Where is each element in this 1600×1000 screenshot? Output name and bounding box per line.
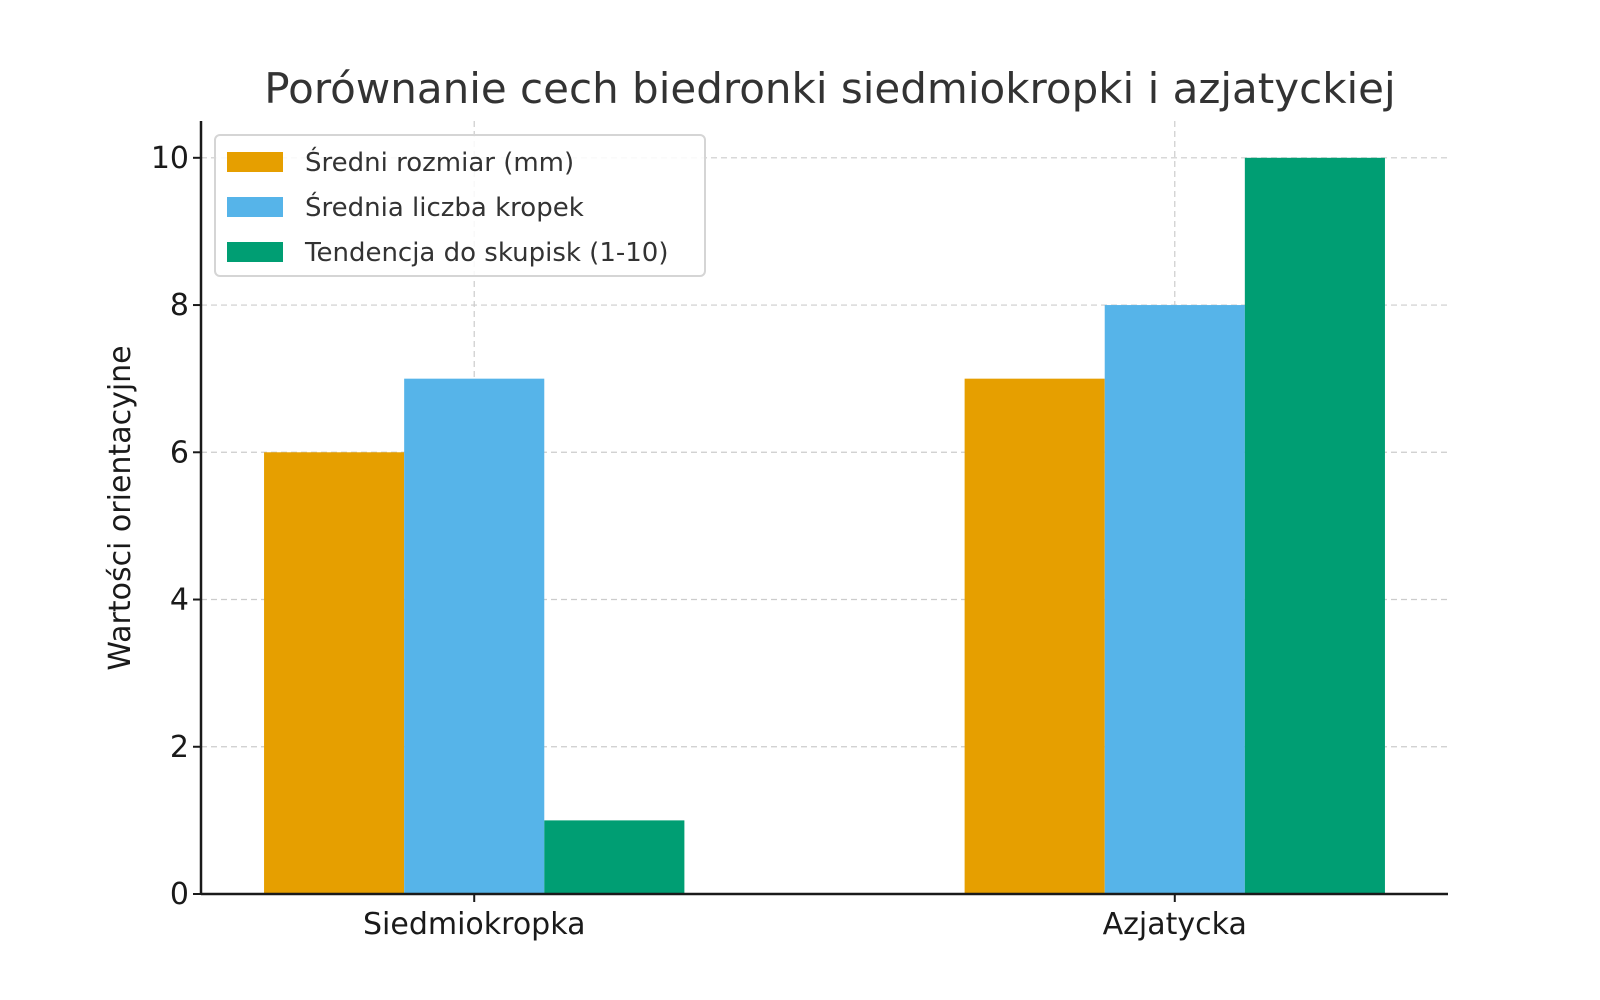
bar (1104, 305, 1245, 894)
axes (199, 121, 1448, 896)
bar (544, 820, 685, 894)
y-tick-label: 10 (151, 141, 189, 176)
y-tick-label: 6 (170, 435, 189, 470)
legend-box (214, 134, 706, 277)
legend-label: Średni rozmiar (mm) (305, 146, 574, 178)
y-tick-label: 2 (170, 730, 189, 765)
legend-swatch (227, 152, 283, 172)
bar (1244, 157, 1385, 895)
legend-label: Tendencja do skupisk (1-10) (304, 238, 668, 268)
x-tick-label: Siedmiokropka (363, 907, 585, 942)
y-tick-label: 0 (170, 877, 189, 912)
bar (404, 378, 545, 895)
legend-swatch (227, 242, 283, 262)
x-tick-label: Azjatycka (1103, 907, 1247, 942)
y-tick-label: 4 (170, 583, 189, 618)
chart-title: Porównanie cech biedronki siedmiokropki … (264, 64, 1395, 113)
bar (264, 452, 405, 894)
legend-swatch (227, 197, 283, 217)
ticks: 0 2 4 6 8 10 Siedmiokropka Azjatycka (151, 141, 1247, 942)
legend-label: Średnia liczba kropek (305, 191, 584, 223)
y-axis-label: Wartości orientacyjne (103, 345, 138, 670)
bars (264, 157, 1385, 895)
y-tick-label: 8 (170, 288, 189, 323)
bar (964, 378, 1105, 895)
legend: Średni rozmiar (mm) Średnia liczba kropek… (214, 134, 706, 277)
